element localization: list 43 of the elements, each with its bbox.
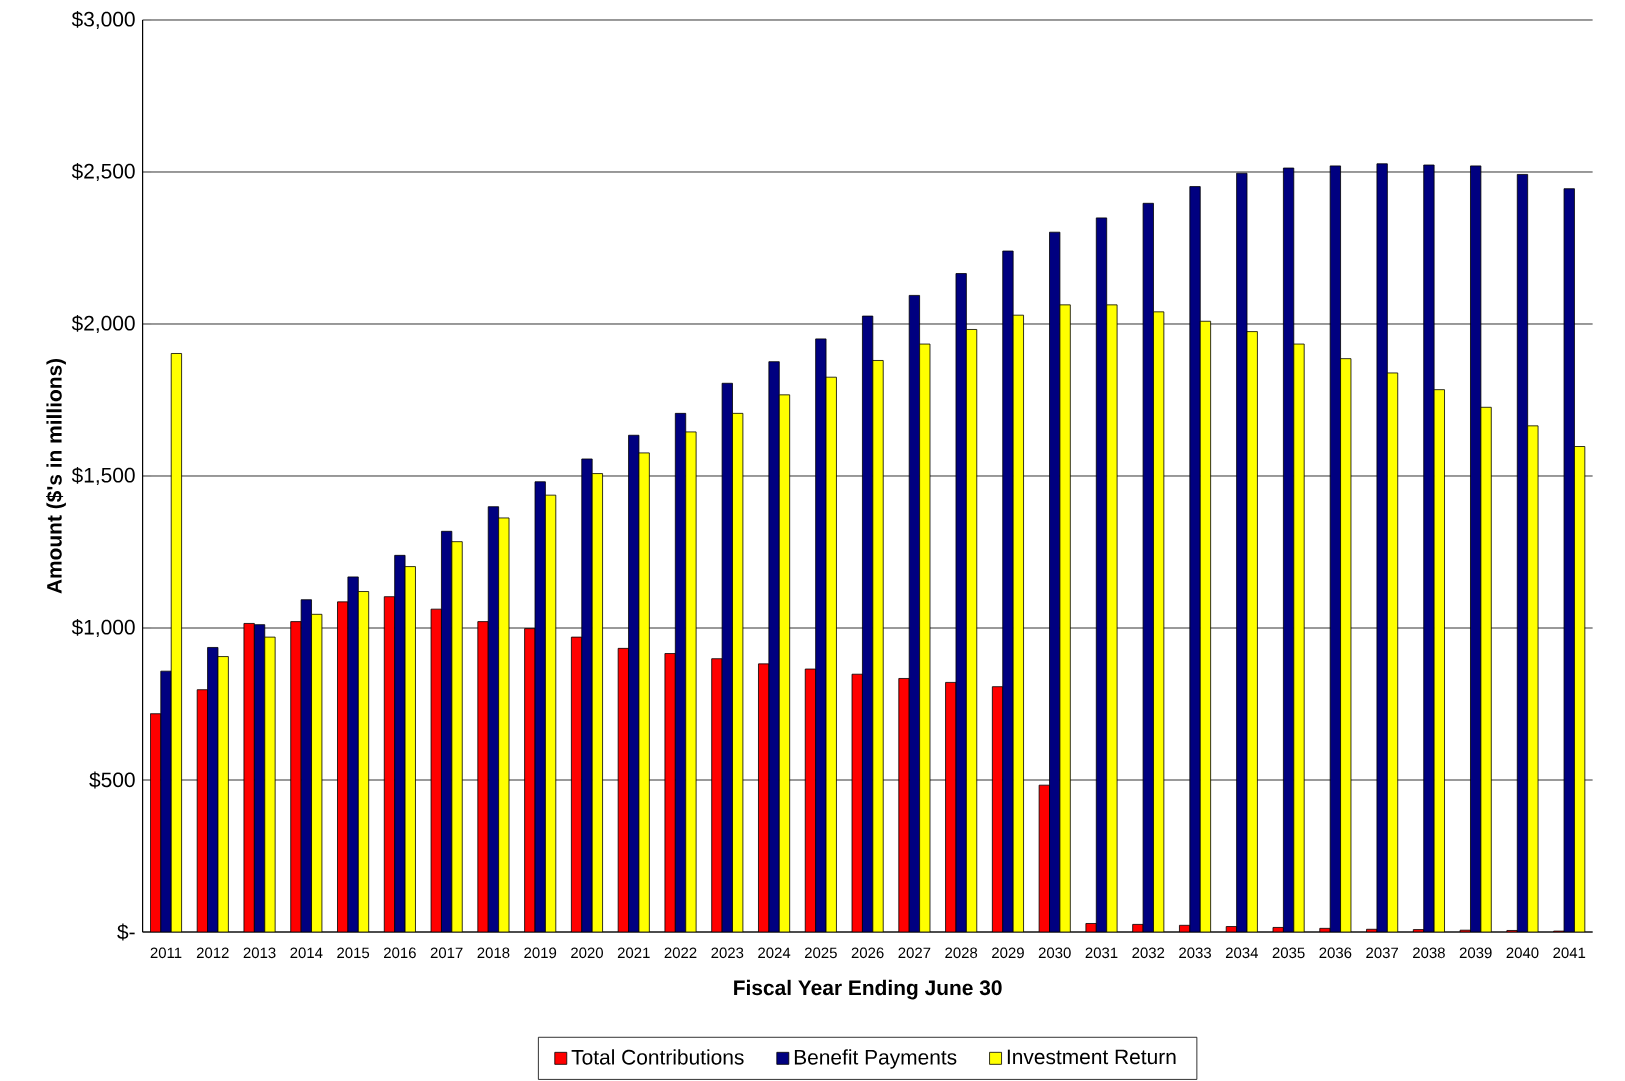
x-tick-label: 2017: [430, 947, 463, 959]
x-tick-label: 2036: [1319, 947, 1352, 959]
x-tick-label: 2015: [337, 947, 370, 959]
y-tick-label: $1,500: [71, 466, 135, 486]
x-tick-label: 2028: [945, 947, 978, 959]
x-tick-label: 2011: [150, 947, 182, 959]
x-tick-label: 2014: [290, 947, 323, 959]
y-tick-label: $500: [89, 771, 135, 789]
y-tick-label: $2,500: [71, 162, 135, 182]
x-tick-label: 2030: [1038, 947, 1071, 959]
x-tick-label: 2016: [384, 947, 416, 959]
x-tick-label: 2024: [758, 947, 791, 959]
x-tick-label: 2039: [1459, 947, 1492, 959]
x-tick-label: 2018: [477, 947, 510, 959]
legend-label: Investment Return: [1007, 1049, 1176, 1065]
x-tick-label: 2019: [524, 947, 557, 959]
y-tick-label: $1,000: [71, 618, 135, 638]
x-tick-label: 2034: [1225, 947, 1258, 959]
x-tick-label: 2025: [804, 947, 837, 959]
x-axis-title: Fiscal Year Ending June 30: [734, 979, 1002, 1000]
x-tick-label: 2012: [196, 947, 229, 959]
x-tick-label: 2041: [1553, 947, 1586, 959]
x-tick-label: 2035: [1272, 947, 1305, 959]
x-tick-label: 2037: [1366, 947, 1399, 959]
x-tick-label: 2013: [243, 947, 276, 959]
x-tick-label: 2033: [1179, 947, 1211, 959]
x-tick-label: 2020: [571, 947, 603, 959]
x-tick-label: 2027: [898, 947, 931, 959]
legend-label: Total Contributions: [571, 1049, 744, 1065]
x-tick-label: 2022: [664, 947, 697, 959]
y-axis-title: Amount ($'s in millions): [46, 358, 66, 594]
x-tick-label: 2026: [851, 947, 884, 959]
legend-label: Benefit Payments: [794, 1049, 957, 1069]
x-tick-label: 2038: [1413, 947, 1445, 959]
y-tick-label: $3,000: [71, 10, 135, 30]
x-tick-label: 2040: [1506, 947, 1539, 959]
y-tick-label: $-: [117, 923, 135, 941]
y-tick-label: $2,000: [71, 314, 135, 334]
x-tick-label: 2031: [1085, 947, 1118, 959]
x-tick-label: 2029: [992, 947, 1024, 959]
x-tick-label: 2032: [1132, 947, 1165, 959]
x-tick-label: 2023: [711, 947, 744, 959]
x-tick-label: 2021: [617, 947, 650, 959]
